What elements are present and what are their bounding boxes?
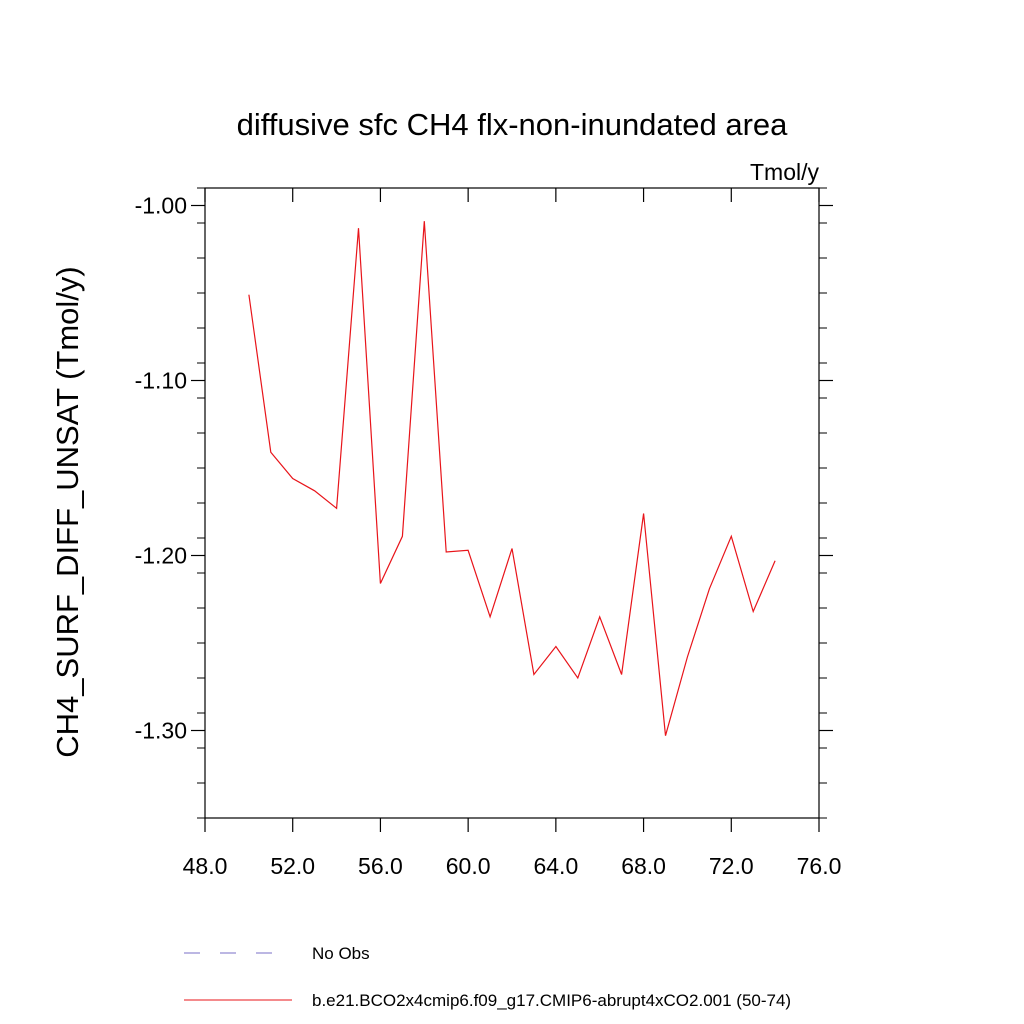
x-tick-label: 72.0 [709, 853, 754, 879]
x-tick-label: 56.0 [358, 853, 403, 879]
x-tick-label: 64.0 [533, 853, 578, 879]
x-tick-labels: 48.0 52.0 56.0 60.0 64.0 68.0 72.0 76.0 [183, 853, 842, 879]
series-line [248, 221, 776, 736]
x-tick-label: 68.0 [621, 853, 666, 879]
y-tick-label: -1.10 [135, 368, 187, 394]
y-tick-labels: -1.00 -1.10 -1.20 -1.30 [135, 193, 187, 744]
chart-title: diffusive sfc CH4 flx-non-inundated area [237, 107, 789, 142]
y-tick-label: -1.00 [135, 193, 187, 219]
legend-label: No Obs [312, 944, 370, 963]
x-tick-label: 76.0 [797, 853, 842, 879]
plot-frame [204, 187, 820, 819]
y-tick-label: -1.30 [135, 718, 187, 744]
y-axis-label: CH4_SURF_DIFF_UNSAT (Tmol/y) [50, 266, 85, 757]
x-tick-label: 60.0 [446, 853, 491, 879]
units-label: Tmol/y [750, 159, 820, 185]
series-layer [248, 221, 776, 736]
legend: No Obs b.e21.BCO2x4cmip6.f09_g17.CMIP6-ab… [184, 944, 791, 1010]
axis-ticks [191, 187, 833, 832]
x-tick-label: 48.0 [183, 853, 228, 879]
legend-label: b.e21.BCO2x4cmip6.f09_g17.CMIP6-abrupt4x… [312, 991, 791, 1010]
x-tick-label: 52.0 [270, 853, 315, 879]
y-tick-label: -1.20 [135, 543, 187, 569]
